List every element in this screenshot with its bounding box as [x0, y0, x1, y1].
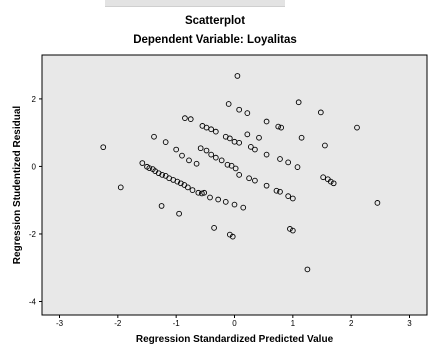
y-tick-label: 2: [32, 95, 37, 104]
x-tick-label: 0: [232, 319, 237, 328]
y-tick-label: -4: [29, 297, 37, 306]
y-tick-label: -2: [29, 230, 37, 239]
x-tick-label: -2: [114, 319, 122, 328]
x-tick-label: 2: [349, 319, 354, 328]
plot-area: [42, 55, 427, 315]
x-axis-label: Regression Standardized Predicted Value: [136, 334, 334, 344]
x-tick-label: 1: [291, 319, 296, 328]
x-tick-label: -3: [56, 319, 64, 328]
y-tick-label: 0: [32, 162, 37, 171]
y-axis-label: Regression Studentized Residual: [12, 106, 23, 265]
x-tick-label: -1: [173, 319, 181, 328]
x-tick-label: 3: [407, 319, 412, 328]
